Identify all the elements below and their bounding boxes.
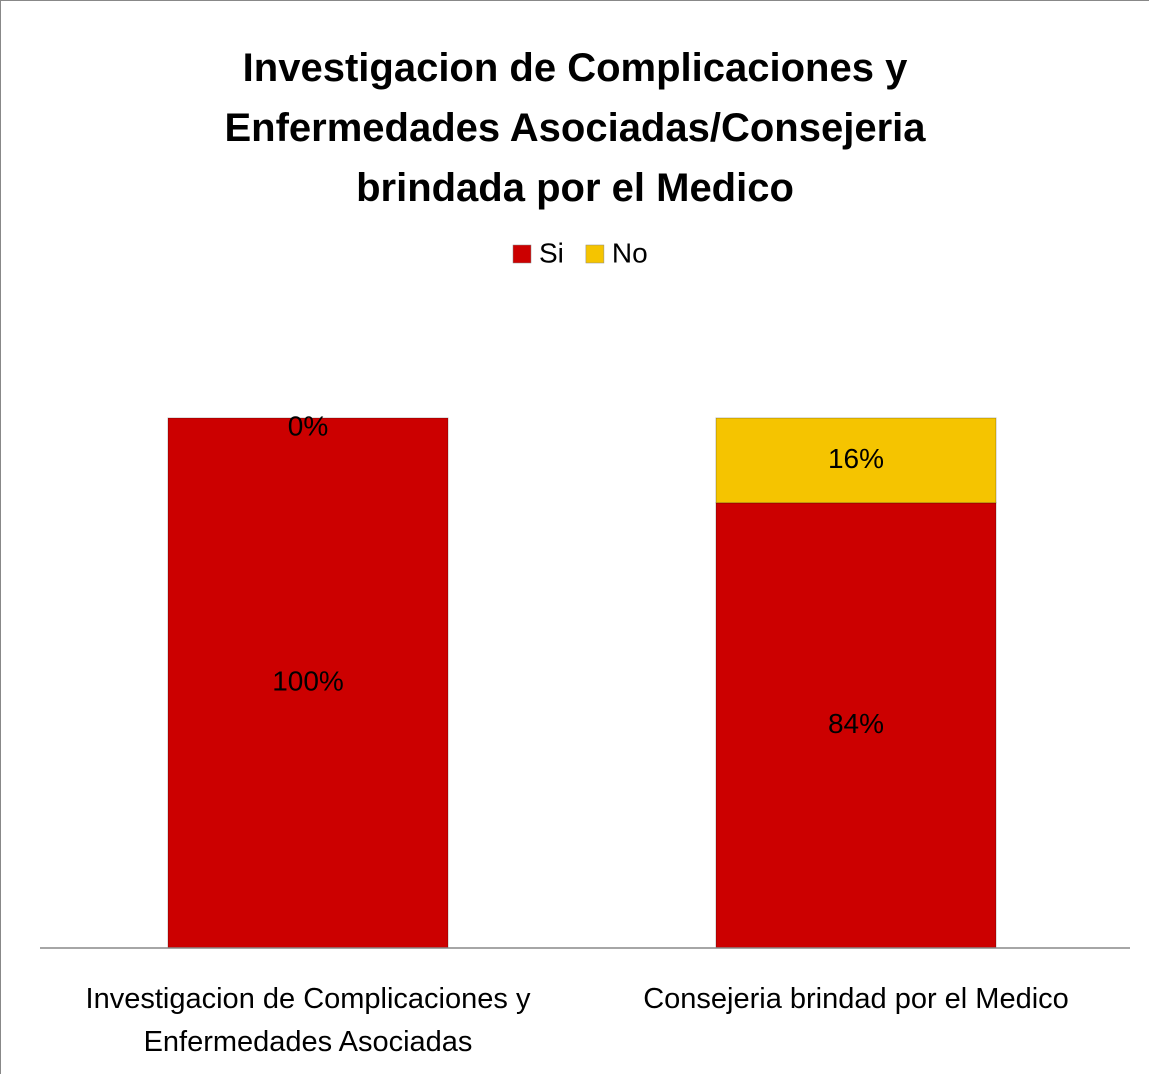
data-label: 0% — [288, 410, 328, 441]
bar-segment — [715, 417, 997, 504]
legend-swatch — [585, 244, 605, 264]
chart-title: Investigacion de Complicaciones y Enferm… — [224, 46, 926, 210]
x-tick-label: Investigacion de Complicaciones y Enferm… — [85, 983, 531, 1058]
legend-label: Si — [539, 237, 564, 268]
x-tick-label: Consejeria brindad por el Medico — [643, 983, 1069, 1015]
bar-segment — [167, 417, 449, 949]
legend-swatch — [512, 244, 532, 264]
data-label: 84% — [828, 708, 884, 739]
bar-segment — [715, 502, 997, 949]
data-label: 16% — [828, 443, 884, 474]
legend-label: No — [612, 237, 648, 268]
data-label: 100% — [272, 665, 344, 696]
